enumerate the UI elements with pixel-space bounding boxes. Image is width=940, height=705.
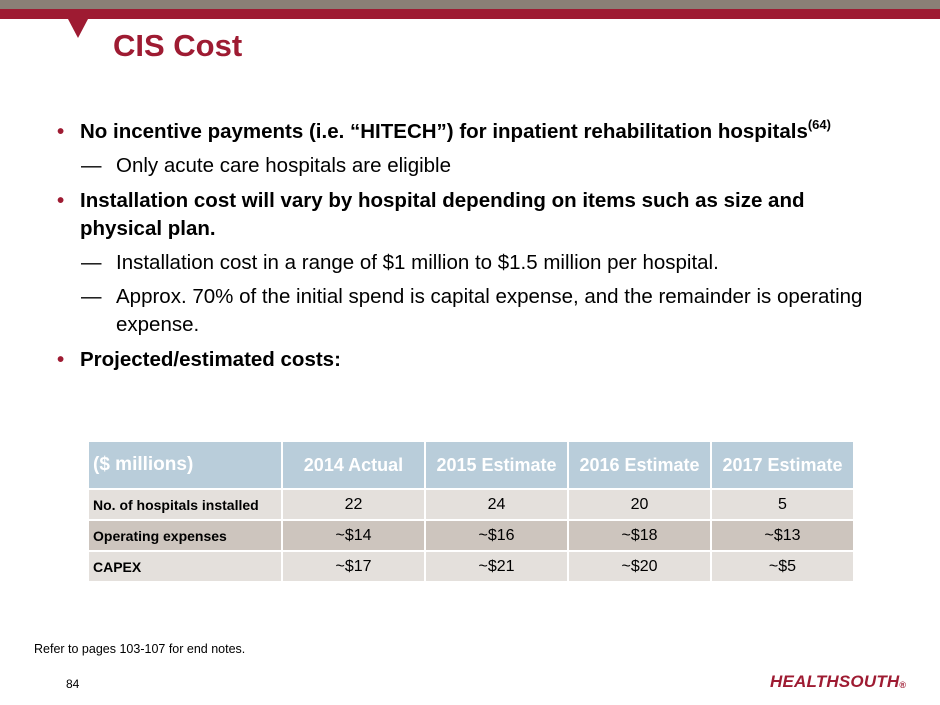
table-cell: 20 [567, 488, 712, 521]
table-cell: ~$14 [281, 519, 426, 552]
row-label: Operating expenses [87, 519, 283, 552]
table-row: Operating expenses ~$14 ~$16 ~$18 ~$13 [87, 519, 855, 552]
table-cell: ~$17 [281, 550, 426, 583]
column-header: 2015 Estimate [424, 440, 569, 490]
bullet-incentive-payments: • No incentive payments (i.e. “HITECH”) … [57, 118, 887, 146]
column-header: 2016 Estimate [567, 440, 712, 490]
dash-icon: — [81, 154, 102, 177]
bullet-dot-icon: • [57, 189, 65, 212]
sub-bullet-cost-range: — Installation cost in a range of $1 mil… [57, 249, 887, 277]
endnote-ref: (64) [807, 117, 831, 132]
sub-bullet-capital-split: — Approx. 70% of the initial spend is ca… [57, 283, 887, 339]
sub-bullet-text: Only acute care hospitals are eligible [116, 154, 452, 177]
header-rule [0, 9, 940, 19]
cost-table: ($ millions) 2014 Actual 2015 Estimate 2… [87, 440, 855, 583]
sub-bullet-text: Approx. 70% of the initial spend is capi… [116, 285, 863, 336]
table-cell: 22 [281, 488, 426, 521]
header-band [0, 0, 940, 9]
table-cell: ~$18 [567, 519, 712, 552]
header-notch-marker [68, 19, 88, 38]
table-cell: ~$5 [710, 550, 855, 583]
bullet-projected-costs: • Projected/estimated costs: [57, 346, 887, 374]
table-header-row: ($ millions) 2014 Actual 2015 Estimate 2… [87, 440, 855, 490]
sub-bullet-acute-care: — Only acute care hospitals are eligible [57, 152, 887, 180]
healthsouth-logo: HEALTHSOUTH® [770, 672, 906, 692]
dash-icon: — [81, 251, 102, 274]
end-notes-reference: Refer to pages 103-107 for end notes. [34, 642, 246, 656]
table-row: No. of hospitals installed 22 24 20 5 [87, 488, 855, 521]
row-label: CAPEX [87, 550, 283, 583]
registered-mark: ® [899, 680, 907, 690]
table-cell: 24 [424, 488, 569, 521]
dash-icon: — [81, 285, 102, 308]
table-cell: ~$20 [567, 550, 712, 583]
column-header: 2014 Actual [281, 440, 426, 490]
bullet-text: Installation cost will vary by hospital … [80, 189, 805, 240]
sub-bullet-text: Installation cost in a range of $1 milli… [116, 251, 719, 274]
row-label: No. of hospitals installed [87, 488, 283, 521]
table-cell: ~$16 [424, 519, 569, 552]
bullet-dot-icon: • [57, 120, 65, 143]
table-cell: ~$13 [710, 519, 855, 552]
bullet-text: Projected/estimated costs: [80, 348, 341, 371]
column-header: 2017 Estimate [710, 440, 855, 490]
column-header: ($ millions) [87, 440, 283, 490]
bullet-list: • No incentive payments (i.e. “HITECH”) … [57, 118, 887, 374]
slide-title: CIS Cost [113, 28, 243, 63]
bullet-installation-cost: • Installation cost will vary by hospita… [57, 187, 887, 243]
page-number: 84 [66, 677, 80, 691]
bullet-text: No incentive payments (i.e. “HITECH”) fo… [80, 120, 808, 143]
table-cell: ~$21 [424, 550, 569, 583]
logo-text: HEALTHSOUTH [770, 672, 900, 691]
bullet-dot-icon: • [57, 348, 65, 371]
table-row: CAPEX ~$17 ~$21 ~$20 ~$5 [87, 550, 855, 583]
table-cell: 5 [710, 488, 855, 521]
